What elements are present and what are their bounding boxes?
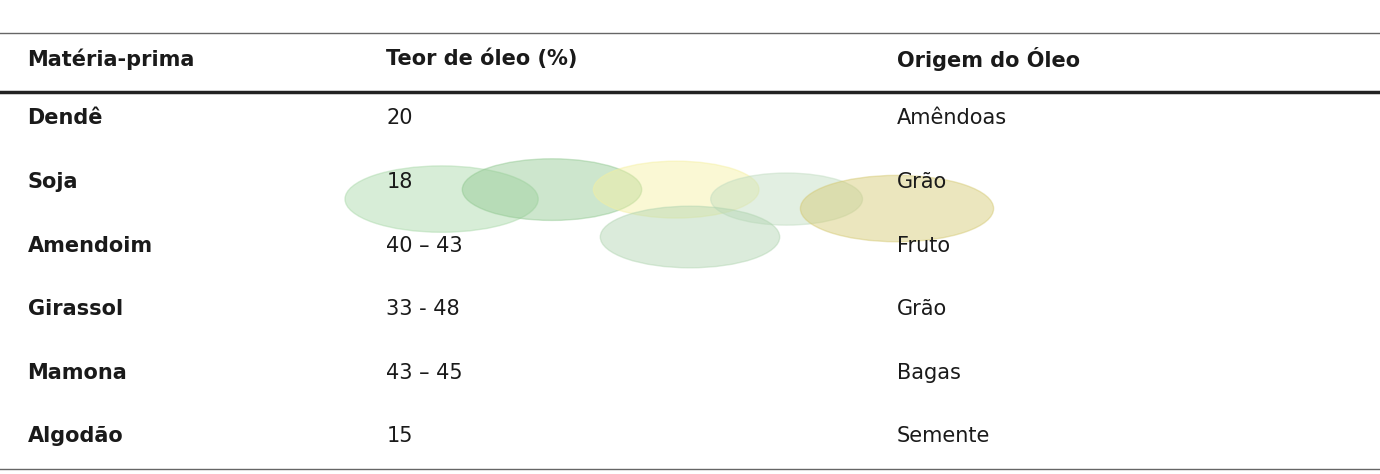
Text: Grão: Grão: [897, 299, 947, 319]
Text: Origem do Óleo: Origem do Óleo: [897, 47, 1081, 71]
Text: 43 – 45: 43 – 45: [386, 363, 464, 383]
Text: 20: 20: [386, 109, 413, 128]
Text: 33 - 48: 33 - 48: [386, 299, 460, 319]
Text: Bagas: Bagas: [897, 363, 960, 383]
Text: 15: 15: [386, 426, 413, 446]
Text: Algodão: Algodão: [28, 426, 123, 446]
Circle shape: [600, 206, 780, 268]
Text: Amendoim: Amendoim: [28, 236, 153, 255]
Text: Girassol: Girassol: [28, 299, 123, 319]
Text: Amêndoas: Amêndoas: [897, 109, 1007, 128]
Text: Soja: Soja: [28, 172, 79, 192]
Text: 18: 18: [386, 172, 413, 192]
Text: Teor de óleo (%): Teor de óleo (%): [386, 49, 578, 70]
Circle shape: [711, 173, 862, 225]
Text: Fruto: Fruto: [897, 236, 949, 255]
Text: Mamona: Mamona: [28, 363, 127, 383]
Text: Semente: Semente: [897, 426, 991, 446]
Circle shape: [345, 166, 538, 232]
Text: Dendê: Dendê: [28, 109, 104, 128]
Circle shape: [800, 175, 994, 242]
Circle shape: [462, 159, 642, 220]
Text: Grão: Grão: [897, 172, 947, 192]
Circle shape: [593, 161, 759, 218]
Text: Matéria-prima: Matéria-prima: [28, 48, 195, 70]
Text: 40 – 43: 40 – 43: [386, 236, 464, 255]
